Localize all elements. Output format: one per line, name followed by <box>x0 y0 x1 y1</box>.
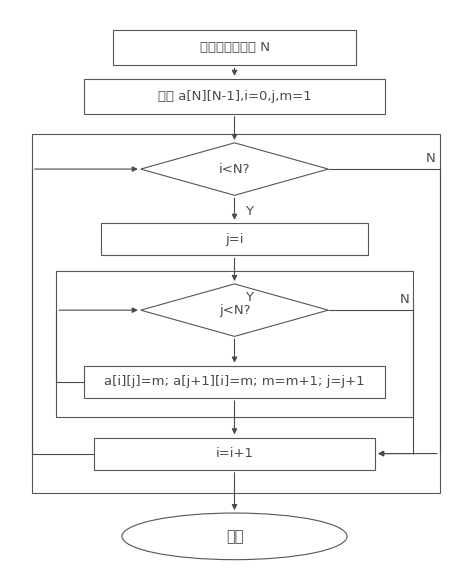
Text: 获取存储节点数 N: 获取存储节点数 N <box>199 41 270 54</box>
Polygon shape <box>141 284 328 336</box>
Text: 定义 a[N][N-1],i=0,j,m=1: 定义 a[N][N-1],i=0,j,m=1 <box>158 90 311 103</box>
Text: N: N <box>426 152 435 165</box>
Text: 结束: 结束 <box>226 529 243 544</box>
Text: Y: Y <box>244 205 253 217</box>
Text: j=i: j=i <box>225 233 244 245</box>
Text: a[i][j]=m; a[j+1][i]=m; m=m+1; j=j+1: a[i][j]=m; a[j+1][i]=m; m=m+1; j=j+1 <box>104 375 365 388</box>
Text: i<N?: i<N? <box>219 163 250 175</box>
Ellipse shape <box>122 513 347 560</box>
FancyBboxPatch shape <box>113 30 356 65</box>
Text: N: N <box>400 293 409 306</box>
FancyBboxPatch shape <box>94 437 375 470</box>
Polygon shape <box>141 143 328 195</box>
Text: j<N?: j<N? <box>219 304 250 317</box>
FancyBboxPatch shape <box>84 79 385 114</box>
Text: i=i+1: i=i+1 <box>215 447 254 460</box>
FancyBboxPatch shape <box>101 223 368 255</box>
Text: Y: Y <box>244 291 253 304</box>
FancyBboxPatch shape <box>84 366 385 398</box>
